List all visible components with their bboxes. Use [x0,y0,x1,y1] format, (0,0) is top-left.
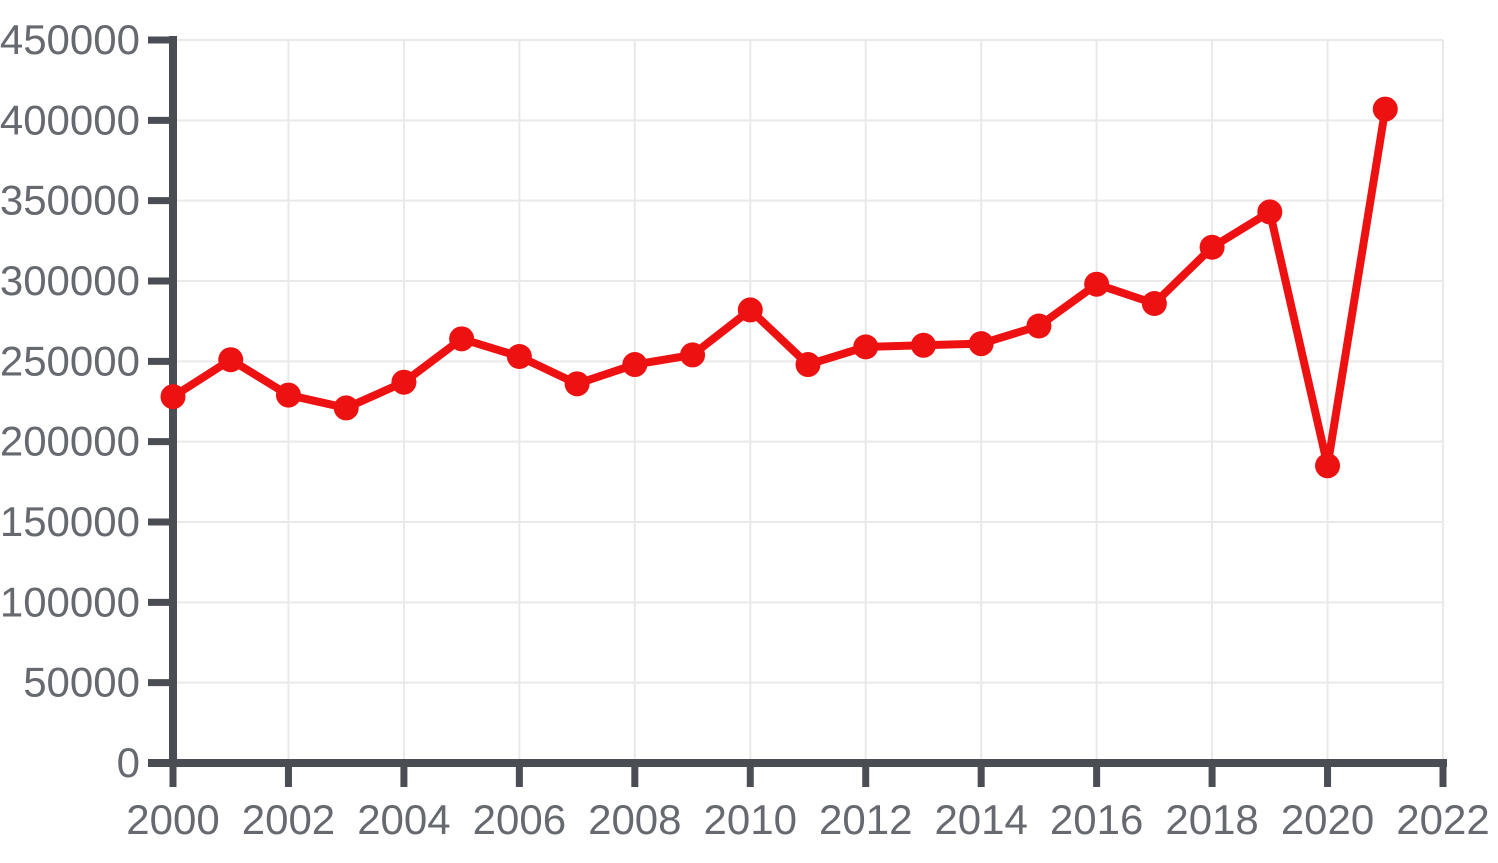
data-point-2000[interactable] [160,384,186,410]
data-point-2009[interactable] [680,342,706,368]
data-point-2001[interactable] [218,347,244,373]
data-point-2014[interactable] [968,331,994,357]
data-point-2010[interactable] [737,297,763,323]
data-point-2007[interactable] [564,371,590,397]
x-tick-label: 2008 [588,796,681,843]
data-point-2011[interactable] [795,352,821,378]
data-point-2008[interactable] [622,352,648,378]
x-tick-label: 2020 [1281,796,1374,843]
x-tick-label: 2014 [934,796,1027,843]
data-point-2005[interactable] [449,326,475,352]
data-point-2015[interactable] [1026,313,1052,339]
y-tick-label: 400000 [0,96,140,143]
x-tick-label: 2022 [1396,796,1489,843]
data-point-2019[interactable] [1257,199,1283,225]
x-tick-label: 2000 [126,796,219,843]
y-tick-label: 200000 [0,418,140,465]
x-tick-label: 2006 [473,796,566,843]
data-point-2020[interactable] [1315,453,1341,479]
data-point-2006[interactable] [506,344,532,370]
y-tick-label: 150000 [0,498,140,545]
data-point-2021[interactable] [1372,96,1398,122]
y-tick-label: 50000 [23,659,140,706]
data-point-2012[interactable] [853,334,879,360]
x-tick-label: 2016 [1050,796,1143,843]
y-tick-label: 450000 [0,16,140,63]
data-point-2016[interactable] [1084,271,1110,297]
data-point-2018[interactable] [1199,234,1225,260]
y-tick-label: 300000 [0,257,140,304]
y-tick-label: 250000 [0,337,140,384]
data-point-2013[interactable] [910,332,936,358]
x-tick-label: 2004 [357,796,450,843]
data-point-2003[interactable] [333,395,359,421]
x-tick-label: 2018 [1165,796,1258,843]
data-point-2017[interactable] [1141,290,1167,316]
y-tick-label: 0 [117,739,140,786]
y-tick-label: 100000 [0,578,140,625]
data-point-2004[interactable] [391,369,417,395]
trend-line [169,105,1390,470]
x-tick-label: 2012 [819,796,912,843]
data-point-2002[interactable] [275,382,301,408]
x-tick-label: 2010 [704,796,797,843]
x-tick-label: 2002 [242,796,335,843]
y-tick-label: 350000 [0,177,140,224]
